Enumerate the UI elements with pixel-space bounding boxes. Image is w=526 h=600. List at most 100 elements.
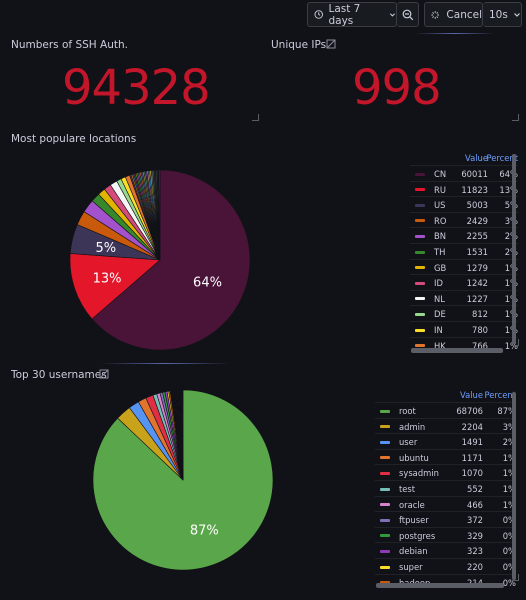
pie-slice-other-20[interactable] bbox=[158, 169, 161, 261]
time-range-picker[interactable]: Last 7 days bbox=[307, 2, 397, 27]
legend-header-value[interactable]: Value bbox=[465, 153, 488, 163]
pie-label: 64% bbox=[193, 276, 222, 291]
locations-pie-chart: 64% 13% 5% bbox=[69, 169, 251, 351]
legend-item-gb[interactable]: GB 12791% bbox=[410, 258, 518, 276]
legend-horizontal-scrollbar[interactable] bbox=[411, 348, 503, 353]
legend-name: user bbox=[399, 437, 418, 448]
legend-item-ro[interactable]: RO 24293% bbox=[410, 211, 518, 229]
resize-handle[interactable] bbox=[252, 114, 259, 121]
legend-percent: 87% bbox=[497, 406, 516, 416]
legend-percent: 0% bbox=[502, 515, 516, 526]
legend-swatch bbox=[380, 409, 390, 413]
legend-swatch bbox=[415, 344, 425, 348]
legend-percent: 0% bbox=[502, 530, 516, 541]
legend-item-id[interactable]: ID 12421% bbox=[410, 274, 518, 291]
legend-value: 60011 bbox=[461, 169, 488, 179]
legend-name: debian bbox=[399, 546, 428, 557]
legend-item-root[interactable]: root 68706 87% bbox=[375, 402, 516, 419]
legend-value: 5003 bbox=[466, 200, 488, 211]
legend-horizontal-scrollbar[interactable] bbox=[376, 583, 504, 588]
pie-slice-other-20[interactable] bbox=[182, 389, 184, 481]
legend-item-hk[interactable]: HK 766 1% bbox=[410, 336, 518, 354]
pie-slice-cn[interactable] bbox=[91, 169, 251, 351]
legend-value: 780 bbox=[472, 325, 488, 335]
legend-item-hadoop[interactable]: hadoop214 0% bbox=[375, 573, 516, 591]
legend-item-super[interactable]: super 220 0% bbox=[375, 558, 516, 575]
no-link-icon[interactable] bbox=[99, 369, 109, 379]
legend-name: RO bbox=[434, 215, 447, 226]
legend-percent: 0% bbox=[502, 577, 516, 588]
legend-header-percent[interactable]: Percent bbox=[486, 153, 518, 163]
pie-slice-ru[interactable] bbox=[69, 253, 161, 320]
legend-value: 466 bbox=[467, 499, 483, 510]
legend-name: super bbox=[399, 562, 423, 572]
unique-ips-panel-title: Unique IPs bbox=[271, 39, 327, 51]
legend-percent: 2% bbox=[488, 247, 518, 257]
legend-item-ftpuser[interactable]: ftpuser 372 0% bbox=[375, 511, 516, 528]
legend-name: GB bbox=[434, 262, 447, 273]
legend-swatch bbox=[415, 312, 425, 316]
legend-item-nl[interactable]: NL 12271% bbox=[410, 289, 518, 307]
legend-swatch bbox=[415, 172, 425, 176]
legend-item-in[interactable]: IN 7801% bbox=[410, 321, 518, 338]
legend-name: IN bbox=[434, 325, 443, 335]
legend-item-bn[interactable]: BN 22552% bbox=[410, 227, 518, 244]
zoom-out-button[interactable] bbox=[397, 2, 419, 27]
legend-name: ftpuser bbox=[399, 515, 429, 526]
legend-item-cn[interactable]: CN 60011 64% bbox=[410, 165, 518, 182]
refresh-interval-picker[interactable]: 10s bbox=[483, 2, 522, 27]
no-link-icon[interactable] bbox=[326, 39, 336, 49]
legend-swatch bbox=[380, 487, 390, 491]
legend-percent: 1% bbox=[488, 309, 518, 319]
zoom-out-icon bbox=[402, 9, 413, 20]
pie-label: 87% bbox=[190, 524, 219, 539]
legend-swatch bbox=[380, 425, 390, 429]
legend-header: Value Percent bbox=[375, 390, 516, 406]
legend-percent: 1% bbox=[488, 263, 518, 273]
legend-percent: 1% bbox=[502, 484, 516, 494]
legend-swatch bbox=[380, 565, 390, 569]
legend-item-ubuntu[interactable]: ubuntu 1171 1% bbox=[375, 448, 516, 466]
cancel-button[interactable]: Cancel bbox=[424, 2, 483, 27]
legend-item-admin[interactable]: admin 2204 3% bbox=[375, 417, 516, 435]
resize-handle[interactable] bbox=[512, 339, 519, 346]
legend-name: ID bbox=[434, 278, 443, 289]
legend-name: test bbox=[399, 484, 416, 494]
legend-item-ru[interactable]: RU 11823 13% bbox=[410, 180, 518, 198]
legend-value: 1279 bbox=[466, 262, 488, 273]
usernames-legend: Value Percent root 68706 87% admin 2204 3% user 1… bbox=[375, 390, 516, 588]
legend-vertical-scrollbar[interactable] bbox=[512, 392, 516, 580]
legend-item-debian[interactable]: debian 323 0% bbox=[375, 542, 516, 559]
legend-item-postgres[interactable]: postgres 329 0% bbox=[375, 526, 516, 544]
legend-name: root bbox=[399, 406, 416, 416]
resize-handle[interactable] bbox=[512, 574, 519, 581]
legend-swatch bbox=[380, 534, 390, 538]
legend-value: 329 bbox=[467, 530, 483, 541]
spinner-icon bbox=[431, 10, 440, 19]
legend-item-test[interactable]: test 552 1% bbox=[375, 480, 516, 497]
legend-value: 1171 bbox=[461, 452, 483, 463]
legend-item-oracle[interactable]: oracle 466 1% bbox=[375, 495, 516, 513]
legend-swatch bbox=[380, 503, 390, 507]
legend-value: 766 bbox=[472, 340, 488, 351]
legend-item-user[interactable]: user 1491 2% bbox=[375, 433, 516, 450]
clock-icon bbox=[314, 10, 323, 19]
legend-percent: 1% bbox=[502, 499, 516, 510]
legend-vertical-scrollbar[interactable] bbox=[512, 154, 516, 344]
ssh-auth-value: 94328 bbox=[62, 60, 211, 116]
legend-swatch bbox=[415, 188, 425, 192]
legend-item-th[interactable]: TH 15312% bbox=[410, 243, 518, 260]
legend-header: Value Percent bbox=[410, 153, 518, 169]
legend-header-percent[interactable]: Percent bbox=[484, 390, 516, 400]
legend-item-sysadmin[interactable]: sysadmin 1070 1% bbox=[375, 464, 516, 481]
legend-item-de[interactable]: DE 8121% bbox=[410, 305, 518, 322]
legend-item-us[interactable]: US 50035% bbox=[410, 196, 518, 213]
legend-name: TH bbox=[434, 247, 446, 257]
legend-value: 214 bbox=[445, 578, 483, 588]
chevron-down-icon bbox=[513, 12, 520, 17]
legend-name: hadoop bbox=[399, 578, 445, 588]
legend-swatch bbox=[415, 203, 425, 207]
legend-value: 1070 bbox=[461, 468, 483, 479]
legend-header-value[interactable]: Value bbox=[460, 390, 483, 400]
resize-handle[interactable] bbox=[512, 114, 519, 121]
